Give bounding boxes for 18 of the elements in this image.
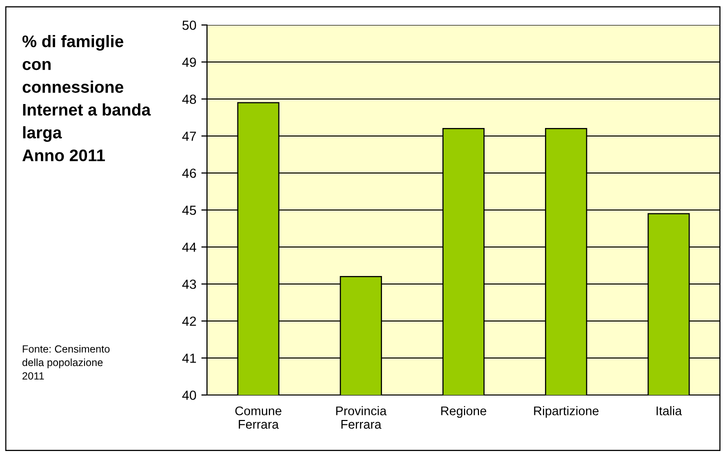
y-tick-label: 42 — [182, 316, 196, 326]
x-tick-label: Italia — [656, 406, 682, 416]
y-tick-label: 48 — [182, 94, 196, 104]
y-tick-label: 43 — [182, 280, 196, 289]
y-tick-label: 46 — [182, 168, 196, 178]
y-tick-label: 40 — [182, 390, 196, 400]
y-tick-label: 49 — [182, 58, 196, 67]
y-tick-label: 41 — [182, 354, 196, 363]
y-tick-label: 47 — [182, 132, 196, 141]
y-tick-label: 45 — [182, 206, 196, 215]
text: % di famiglie con connessione Internet a banda larga Anno 2011 — [22, 35, 151, 162]
x-tick-label: Comune Ferrara — [235, 406, 282, 429]
x-tick-label: Regione — [441, 406, 486, 418]
x-tick-label: Ripartizione — [534, 406, 599, 418]
x-tick-label: Provincia Ferrara — [336, 406, 387, 429]
y-tick-label: 44 — [182, 242, 196, 252]
source-note: Fonte: Censimento della popolazione 2011 — [22, 345, 110, 380]
y-tick-label: 50 — [182, 20, 196, 30]
